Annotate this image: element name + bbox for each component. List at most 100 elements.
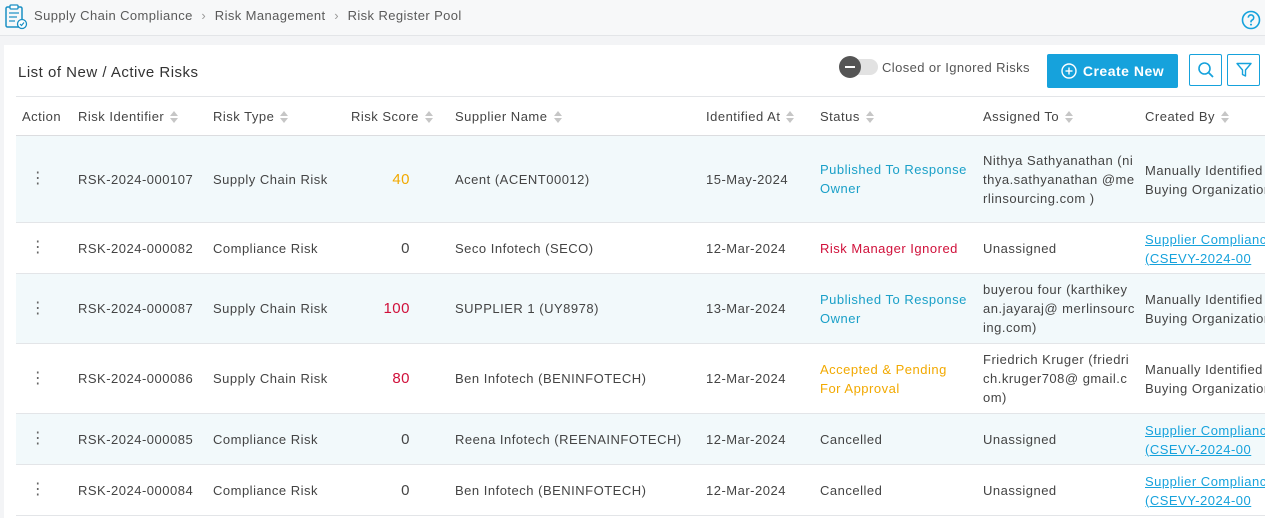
column-header-created-by[interactable]: Created By (1145, 97, 1230, 137)
assigned-to: Nithya Sathyanathan (nithya.sathyanathan… (983, 152, 1135, 206)
sort-icon[interactable] (553, 110, 562, 124)
created-by[interactable]: Supplier Compliance (CSEVY-2024-00 (1145, 422, 1265, 457)
supplier-name: Ben Infotech (BENINFOTECH) (455, 371, 647, 386)
create-new-button[interactable]: Create New (1047, 54, 1178, 88)
identified-at: 12-Mar-2024 (706, 371, 786, 386)
risk-identifier: RSK-2024-000107 (78, 171, 194, 187)
filter-button[interactable] (1227, 54, 1260, 86)
kebab-menu-icon: ⋮ (30, 430, 46, 447)
column-header-assigned-to[interactable]: Assigned To (983, 97, 1074, 137)
column-header-risk-type[interactable]: Risk Type (213, 97, 289, 137)
risk-type: Compliance Risk (213, 482, 319, 498)
supplier-name: Ben Infotech (BENINFOTECH) (455, 482, 647, 498)
assigned-to: buyerou four (karthikeyan.jayaraj@ merli… (983, 282, 1135, 335)
chevron-right-icon: › (201, 8, 207, 23)
row-actions-button[interactable]: ⋮ (30, 136, 46, 222)
toggle-label: Closed or Ignored Risks (882, 59, 1030, 75)
identified-at: 13-Mar-2024 (706, 301, 786, 316)
status: Published To Response Owner (820, 291, 967, 326)
sort-icon[interactable] (865, 110, 874, 124)
row-actions-button[interactable]: ⋮ (30, 344, 46, 413)
kebab-menu-icon: ⋮ (30, 369, 46, 387)
identified-at: 12-Mar-2024 (706, 431, 786, 447)
column-header-risk-identifier[interactable]: Risk Identifier (78, 97, 179, 137)
search-icon (1197, 62, 1214, 78)
risk-type: Supply Chain Risk (213, 171, 328, 187)
status: Published To Response Owner (820, 162, 967, 196)
filter-icon (1235, 62, 1252, 77)
minus-icon (839, 56, 861, 78)
supplier-name: SUPPLIER 1 (UY8978) (455, 301, 599, 316)
risk-score: 0 (401, 481, 410, 499)
help-icon[interactable] (1241, 10, 1261, 30)
breadcrumb-item-risk-register-pool: Risk Register Pool (347, 8, 462, 23)
create-new-label: Create New (1082, 63, 1165, 79)
column-header-identified-at[interactable]: Identified At (706, 97, 795, 137)
sort-icon[interactable] (1221, 110, 1230, 124)
breadcrumb: Supply Chain Compliance › Risk Managemen… (34, 8, 462, 23)
risk-table: Action Risk Identifier Risk Type Risk Sc… (16, 96, 1265, 516)
kebab-menu-icon: ⋮ (30, 481, 46, 498)
breadcrumb-item-supply-chain-compliance[interactable]: Supply Chain Compliance (34, 8, 193, 23)
risk-type: Compliance Risk (213, 431, 319, 447)
top-bar: Supply Chain Compliance › Risk Managemen… (0, 0, 1265, 36)
row-actions-button[interactable]: ⋮ (30, 414, 46, 464)
page-title: List of New / Active Risks (18, 64, 199, 81)
sort-icon[interactable] (170, 110, 179, 124)
table-row[interactable]: ⋮ RSK-2024-000084 Compliance Risk 0 Ben Info… (16, 465, 1265, 516)
assigned-to: Friedrich Kruger (friedrich.kruger708@ g… (983, 352, 1130, 405)
risk-identifier: RSK-2024-000085 (78, 431, 194, 447)
table-row[interactable]: ⋮ RSK-2024-000085 Compliance Risk 0 Reena In… (16, 414, 1265, 465)
supplier-name: Seco Infotech (SECO) (455, 240, 594, 256)
risk-type: Supply Chain Risk (213, 301, 328, 316)
row-actions-button[interactable]: ⋮ (30, 274, 46, 343)
created-by[interactable]: Supplier Compliance (CSEVY-2024-00 (1145, 231, 1265, 266)
plus-circle-icon (1061, 63, 1077, 79)
sort-icon[interactable] (424, 110, 433, 124)
kebab-menu-icon: ⋮ (30, 239, 46, 256)
status: Cancelled (820, 431, 883, 447)
identified-at: 15-May-2024 (706, 171, 789, 187)
risk-type: Supply Chain Risk (213, 371, 328, 386)
compliance-clipboard-icon[interactable] (4, 4, 28, 30)
table-row[interactable]: ⋮ RSK-2024-000107 Supply Chain Risk 40 Acent… (16, 136, 1265, 223)
risk-identifier: RSK-2024-000082 (78, 240, 194, 256)
search-button[interactable] (1189, 54, 1222, 86)
created-by: Manually Identified Buying Organization (1145, 292, 1265, 326)
row-actions-button[interactable]: ⋮ (30, 223, 46, 273)
status: Accepted & Pending For Approval (820, 361, 947, 396)
table-header: Action Risk Identifier Risk Type Risk Sc… (16, 96, 1265, 136)
table-row[interactable]: ⋮ RSK-2024-000087 Supply Chain Risk 100 SUPP… (16, 274, 1265, 344)
risk-score: 0 (401, 239, 410, 257)
chevron-right-icon: › (334, 8, 339, 23)
assigned-to: Unassigned (983, 240, 1057, 256)
sort-icon[interactable] (280, 110, 289, 124)
status: Cancelled (820, 482, 883, 498)
table-row[interactable]: ⋮ RSK-2024-000086 Supply Chain Risk 80 Ben I… (16, 344, 1265, 414)
column-header-supplier-name[interactable]: Supplier Name (455, 97, 562, 137)
closed-ignored-toggle-group: Closed or Ignored Risks (839, 56, 1030, 78)
risk-identifier: RSK-2024-000087 (78, 301, 194, 316)
risk-type: Compliance Risk (213, 240, 319, 256)
kebab-menu-icon: ⋮ (30, 299, 46, 317)
sort-icon[interactable] (786, 110, 795, 124)
risk-score: 40 (392, 170, 410, 188)
sort-icon[interactable] (1065, 110, 1074, 124)
column-header-risk-score[interactable]: Risk Score (351, 97, 433, 137)
risk-score: 0 (401, 430, 410, 448)
breadcrumb-item-risk-management[interactable]: Risk Management (214, 8, 326, 23)
row-actions-button[interactable]: ⋮ (30, 465, 46, 515)
kebab-menu-icon: ⋮ (30, 170, 46, 187)
risk-list-panel: List of New / Active Risks Closed or Ign… (4, 45, 1265, 518)
table-row[interactable]: ⋮ RSK-2024-000082 Compliance Risk 0 Seco Inf… (16, 223, 1265, 274)
risk-score: 80 (392, 370, 410, 387)
column-header-status[interactable]: Status (820, 97, 874, 137)
closed-ignored-toggle[interactable] (839, 56, 878, 78)
created-by: Manually Identified Buying Organization (1145, 162, 1265, 197)
risk-score: 100 (383, 300, 410, 317)
created-by[interactable]: Supplier Compliance (CSEVY-2024-00 (1145, 473, 1265, 508)
status: Risk Manager Ignored (820, 240, 958, 256)
risk-identifier: RSK-2024-000086 (78, 371, 194, 386)
assigned-to: Unassigned (983, 482, 1057, 498)
created-by: Manually Identified Buying Organization (1145, 362, 1265, 396)
